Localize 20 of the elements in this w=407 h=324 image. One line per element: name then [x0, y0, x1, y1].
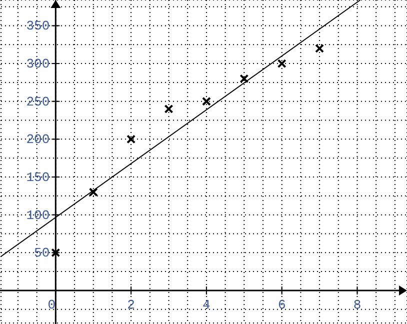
point	[315, 44, 324, 53]
point	[88, 188, 98, 197]
y-tick-label: 200	[26, 132, 50, 148]
x-tick-label: 4	[202, 297, 211, 312]
y-tick-label: 150	[26, 170, 50, 186]
x-tick-label: 0	[48, 297, 56, 312]
point	[51, 248, 60, 258]
point	[164, 104, 174, 114]
y-tick-label: 350	[26, 18, 50, 34]
point	[277, 59, 286, 68]
point	[240, 74, 249, 84]
x-tick-label: 2	[127, 297, 135, 312]
x-tick-label: 8	[353, 297, 362, 312]
y-tick-label: 50	[34, 246, 50, 261]
point	[202, 96, 211, 106]
y-tick-label: 300	[26, 56, 50, 72]
y-tick-label: 250	[26, 94, 50, 110]
x-tick-label: 6	[278, 297, 286, 312]
point	[126, 134, 136, 144]
y-tick-label: 100	[26, 208, 50, 223]
